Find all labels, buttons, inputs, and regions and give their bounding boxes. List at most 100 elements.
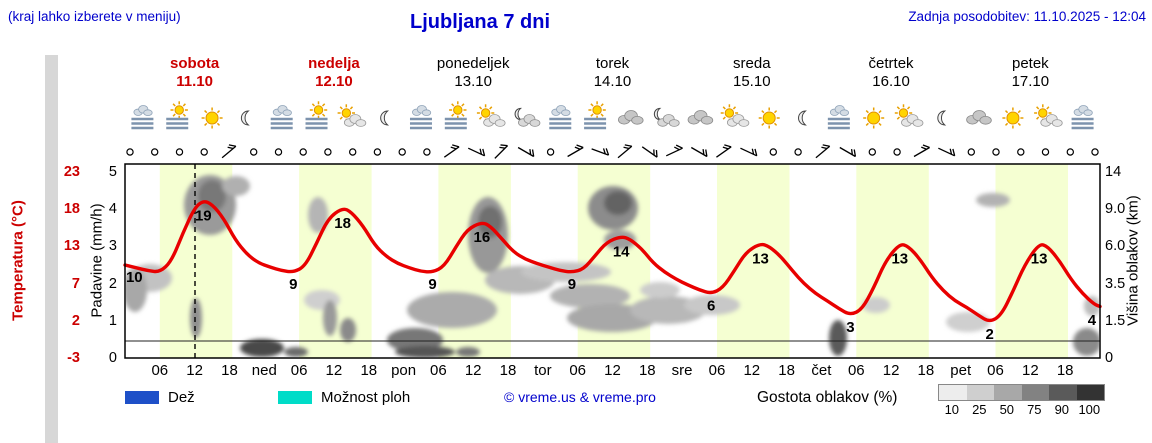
wind-calm-icon	[274, 148, 283, 156]
x-axis-label: ned	[251, 362, 277, 379]
wind-barb-icon	[665, 144, 683, 157]
x-axis-label: 18	[499, 362, 517, 379]
weather-icon-stratus	[131, 105, 154, 130]
day-header-torek: torek 14.10	[543, 55, 683, 91]
x-axis-label: sre	[671, 362, 693, 379]
day-name: torek	[595, 55, 630, 72]
x-axis-label: 12	[325, 362, 343, 379]
weather-icon-stratus	[1071, 105, 1094, 130]
x-axis-label: 12	[186, 362, 203, 379]
wind-barb-icon	[740, 147, 758, 157]
precipitation-tick: 5	[108, 164, 117, 180]
x-axis-label: 18	[221, 362, 238, 379]
temp-min-label: 9	[428, 276, 436, 293]
cloud-density-scale-segment	[939, 385, 967, 400]
wind-calm-icon	[200, 148, 208, 156]
wind-barb-icon	[641, 146, 658, 158]
cloud-density-scale-segment	[1021, 385, 1049, 400]
weather-icon-sun-cloud	[337, 104, 367, 127]
wind-barb-icon	[494, 144, 509, 159]
cloud-density-scale-segment	[994, 385, 1022, 400]
cloud-height-tick: 3.5	[1105, 275, 1126, 292]
day-date: 17.10	[1011, 73, 1050, 90]
temp-min-label: 2	[986, 326, 994, 343]
cloud-density-scale-value: 100	[1078, 402, 1101, 417]
cloud-density-scale-segment	[966, 385, 994, 400]
weather-icon-sun-stratus	[166, 101, 189, 130]
x-axis-label: tor	[534, 362, 552, 379]
day-name: petek	[1011, 55, 1049, 72]
cloud-density-scale	[938, 384, 1105, 401]
day-date: 12.10	[315, 73, 353, 90]
wind-barb-icon	[716, 144, 732, 158]
precipitation-tick: 1	[108, 312, 117, 329]
temperature-tick: 2	[71, 312, 80, 329]
x-axis-label: 12	[464, 362, 482, 379]
wind-barb-icon	[839, 146, 857, 158]
x-axis-label: 18	[1056, 362, 1074, 379]
last-update: Zadnja posodobitev: 11.10.2025 - 12:04	[908, 9, 1146, 24]
wind-calm-icon	[1041, 148, 1050, 156]
wind-calm-icon	[794, 148, 802, 156]
temperature-axis-label: Temperatura (°C)	[9, 200, 27, 321]
weather-icon-sun	[1002, 107, 1024, 129]
wind-barb-icon	[815, 144, 831, 159]
wind-calm-icon	[249, 148, 258, 156]
weather-icon-moon-cloud	[653, 107, 680, 127]
wind-calm-icon	[769, 148, 778, 156]
wind-calm-icon	[126, 148, 134, 156]
weather-icon-sun-stratus	[584, 101, 607, 130]
wind-calm-icon	[546, 148, 555, 156]
temp-max-label: 14	[613, 243, 630, 260]
wind-calm-icon	[423, 148, 431, 156]
day-name: ponedeljek	[436, 55, 510, 72]
weather-icon-sun-cloud	[720, 104, 750, 127]
plot-border	[124, 163, 1101, 359]
wind-barb-icon	[567, 144, 584, 158]
x-axis-label: 06	[430, 362, 447, 379]
temp-min-label: 10	[126, 269, 143, 286]
day-date: 11.10	[176, 73, 213, 90]
wind-barb-icon	[443, 144, 460, 158]
temp-max-label: 16	[474, 229, 491, 246]
x-axis-label: čet	[811, 362, 832, 379]
temperature-curve	[123, 200, 1102, 323]
x-axis-label: 18	[638, 362, 656, 379]
showers-legend-label: Možnost ploh	[321, 389, 411, 406]
day-headers: sobota 11.10 nedelja 12.10 ponedeljek 13.10 to…	[0, 55, 1152, 95]
weather-icon-sun-cloud	[894, 104, 924, 127]
precipitation-tick: 0	[108, 350, 117, 366]
showers-legend-swatch	[278, 391, 312, 404]
wind-calm-icon	[349, 148, 357, 156]
rain-legend-swatch	[125, 391, 159, 404]
precipitation-tick: 4	[108, 201, 117, 218]
cloud-density-scale-value: 90	[1054, 402, 1070, 417]
weather-icon-stratus	[549, 105, 572, 130]
weather-icon-stratus	[270, 105, 293, 130]
temp-min-label: 4	[1088, 312, 1097, 329]
wind-calm-icon	[175, 148, 184, 156]
cloud-density-label: Gostota oblakov (%)	[757, 389, 898, 406]
cloud-height-tick: 9.0	[1105, 201, 1126, 218]
weather-icon-moon-cloud	[514, 107, 541, 127]
x-axis-label: 06	[847, 362, 865, 379]
temp-min-label: 9	[289, 276, 297, 293]
temperature-tick: 18	[63, 201, 80, 218]
wind-calm-icon	[1017, 148, 1025, 156]
wind-calm-icon	[992, 148, 1000, 156]
day-date: 13.10	[454, 73, 492, 90]
x-axis-label: 06	[569, 362, 587, 379]
menu-hint: (kraj lahko izberete v meniju)	[8, 9, 181, 24]
wind-calm-icon	[868, 148, 877, 156]
cloud-height-tick: 0	[1105, 350, 1114, 366]
daylight-band	[995, 164, 1068, 358]
weather-icon-moon	[380, 110, 390, 126]
day-name: sreda	[733, 55, 771, 72]
copyright-link[interactable]: © vreme.us & vreme.pro	[504, 389, 656, 405]
cloud-density-scale-value: 25	[972, 402, 987, 417]
daylight-band	[717, 164, 790, 358]
temp-min-label: 6	[707, 298, 715, 315]
cloud-density-scale-value: 50	[999, 402, 1015, 417]
